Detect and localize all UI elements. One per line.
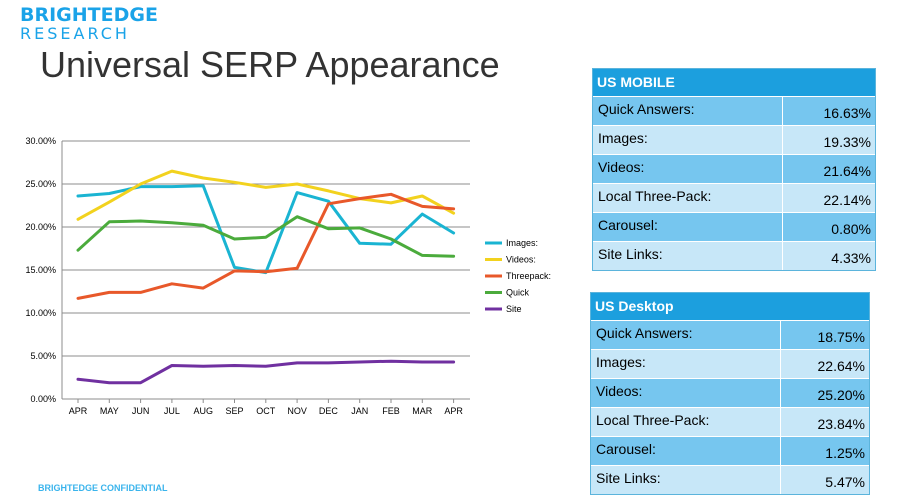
legend-label: Site: [506, 304, 522, 314]
y-tick-label: 0.00%: [30, 394, 56, 404]
row-value: 25.20%: [817, 387, 865, 403]
x-tick-label: APR: [69, 406, 88, 416]
legend-label: Videos:: [506, 255, 536, 265]
row-label: Carousel:: [591, 437, 781, 465]
series-line: [76, 215, 456, 258]
row-value: 22.14%: [823, 192, 871, 208]
table-row: Quick Answers: 18.75%: [591, 320, 869, 349]
y-tick-label: 15.00%: [25, 265, 56, 275]
table-row: Images: 19.33%: [593, 125, 875, 154]
x-tick-label: SEP: [225, 406, 243, 416]
us-desktop-table: US Desktop Quick Answers: 18.75% Images: 2…: [590, 292, 870, 495]
row-value: 4.33%: [831, 250, 871, 266]
row-label: Quick Answers:: [591, 321, 781, 349]
row-label: Videos:: [593, 155, 783, 183]
row-label: Site Links:: [593, 242, 783, 270]
row-value: 5.47%: [825, 474, 865, 490]
table-row: Site Links: 5.47%: [591, 465, 869, 494]
x-tick-label: DEC: [319, 406, 339, 416]
row-label: Carousel:: [593, 213, 783, 241]
logo-line1: BRIGHTEDGE: [20, 4, 158, 26]
y-tick-label: 30.00%: [25, 136, 56, 146]
row-value: 1.25%: [825, 445, 865, 461]
row-value: 18.75%: [817, 329, 865, 345]
y-tick-label: 5.00%: [30, 351, 56, 361]
x-tick-label: AUG: [193, 406, 213, 416]
series-line: [76, 359, 456, 385]
row-label: Images:: [591, 350, 781, 378]
series-line: [76, 184, 456, 275]
legend-label: Threepack:: [506, 271, 551, 281]
row-value: 16.63%: [823, 105, 871, 121]
x-tick-label: JUL: [164, 406, 180, 416]
table-row: Local Three-Pack: 22.14%: [593, 183, 875, 212]
series-line: [76, 192, 456, 300]
us-desktop-header: US Desktop: [591, 293, 869, 320]
legend-label: Images:: [506, 238, 538, 248]
table-row: Images: 22.64%: [591, 349, 869, 378]
row-value: 21.64%: [823, 163, 871, 179]
y-tick-label: 25.00%: [25, 179, 56, 189]
x-tick-label: FEB: [382, 406, 400, 416]
row-label: Quick Answers:: [593, 97, 783, 125]
us-mobile-header: US MOBILE: [593, 69, 875, 96]
row-value: 22.64%: [817, 358, 865, 374]
page-title: Universal SERP Appearance: [40, 44, 500, 85]
x-tick-label: JAN: [351, 406, 368, 416]
y-tick-label: 10.00%: [25, 308, 56, 318]
table-row: Videos: 25.20%: [591, 378, 869, 407]
row-value: 23.84%: [817, 416, 865, 432]
x-tick-label: APR: [444, 406, 463, 416]
row-label: Local Three-Pack:: [593, 184, 783, 212]
x-tick-label: MAR: [412, 406, 433, 416]
row-value: 19.33%: [823, 134, 871, 150]
table-row: Carousel: 1.25%: [591, 436, 869, 465]
us-mobile-table: US MOBILE Quick Answers: 16.63% Images: 19…: [592, 68, 876, 271]
row-label: Images:: [593, 126, 783, 154]
y-tick-label: 20.00%: [25, 222, 56, 232]
logo-line2: RESEARCH: [20, 24, 130, 43]
table-row: Videos: 21.64%: [593, 154, 875, 183]
x-tick-label: JUN: [132, 406, 150, 416]
table-row: Quick Answers: 16.63%: [593, 96, 875, 125]
row-value: 0.80%: [831, 221, 871, 237]
x-tick-label: MAY: [100, 406, 119, 416]
table-row: Site Links: 4.33%: [593, 241, 875, 270]
x-tick-label: OCT: [256, 406, 276, 416]
row-label: Videos:: [591, 379, 781, 407]
table-row: Local Three-Pack: 23.84%: [591, 407, 869, 436]
table-row: Carousel: 0.80%: [593, 212, 875, 241]
row-label: Site Links:: [591, 466, 781, 494]
x-tick-label: NOV: [287, 406, 307, 416]
legend-label: Quick: [506, 288, 530, 298]
brightedge-logo: BRIGHTEDGE RESEARCH: [20, 6, 158, 42]
series-line: [76, 169, 456, 221]
confidential-footer: BRIGHTEDGE CONFIDENTIAL: [38, 483, 168, 493]
row-label: Local Three-Pack:: [591, 408, 781, 436]
